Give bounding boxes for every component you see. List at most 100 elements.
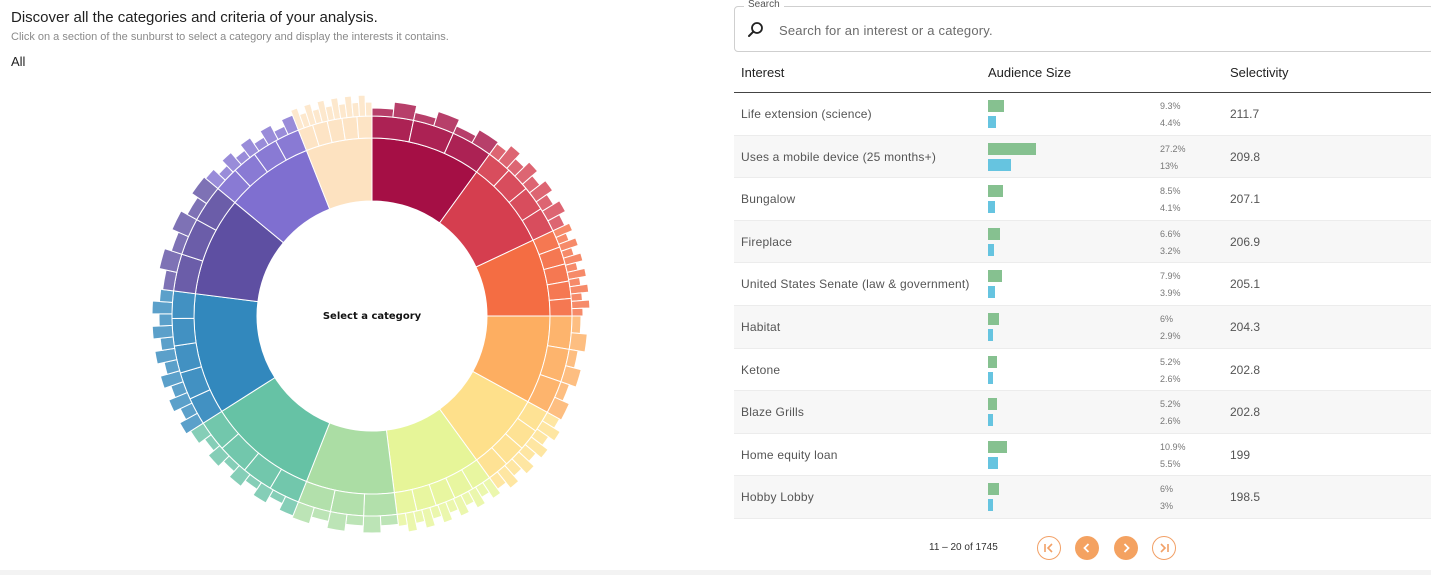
audience-bar-secondary	[988, 158, 1011, 171]
breadcrumb[interactable]: All	[11, 54, 26, 69]
audience-pct-primary: 5.2%	[1160, 399, 1181, 410]
audience-pct-secondary: 3%	[1160, 501, 1174, 512]
column-audience-size[interactable]: Audience Size	[988, 65, 1072, 80]
sunburst-interest-segment[interactable]	[371, 107, 395, 118]
sunburst-subcategory-segment[interactable]	[548, 297, 573, 317]
sunburst-interest-segment[interactable]	[568, 332, 588, 353]
sunburst-interest-segment[interactable]	[571, 307, 584, 317]
audience-pct-secondary: 4.4%	[1160, 118, 1181, 128]
sunburst-interest-segment[interactable]	[392, 101, 418, 121]
interest-name: Life extension (science)	[741, 107, 872, 121]
interest-name: United States Senate (law & government)	[741, 277, 970, 292]
table-header: Interest Audience Size Selectivity	[734, 56, 1431, 93]
sunburst-interest-segment[interactable]	[570, 292, 583, 302]
table-row[interactable]: Uses a mobile device (25 months+) 27.2% 13…	[734, 135, 1431, 179]
audience-bar-secondary	[988, 201, 996, 214]
sunburst-interest-segment[interactable]	[357, 94, 367, 117]
sunburst-subcategory-segment[interactable]	[329, 489, 366, 517]
table-row[interactable]: Fireplace 6.6% 3.2% 206.9	[734, 220, 1431, 264]
interest-name: Bungalow	[741, 192, 796, 207]
audience-bar-secondary	[988, 414, 993, 427]
interest-name: Hobby Lobby	[741, 490, 814, 505]
interest-name: Home equity loan	[741, 447, 838, 462]
sunburst-subcategory-segment[interactable]	[546, 280, 572, 301]
sunburst-interest-segment[interactable]	[570, 315, 582, 335]
sunburst-chart[interactable]: Select a category	[0, 0, 720, 575]
pagination-range: 11 – 20 of 1745	[929, 542, 998, 553]
column-interest[interactable]: Interest	[741, 65, 785, 80]
first-page-icon	[1044, 543, 1053, 553]
table-row[interactable]: Ketone 5.2% 2.6% 202.8	[734, 349, 1431, 392]
audience-pct-secondary: 2.6%	[1160, 373, 1181, 384]
search-box[interactable]: Search	[734, 0, 1431, 52]
audience-pct-primary: 6%	[1160, 484, 1174, 495]
audience-pct-primary: 8.5%	[1160, 186, 1181, 197]
selectivity-value: 209.8	[1230, 149, 1261, 164]
audience-bar-secondary	[988, 371, 993, 384]
sunburst-interest-segment[interactable]	[159, 336, 176, 351]
search-input[interactable]	[777, 17, 1381, 43]
bottom-divider	[0, 570, 1431, 575]
selectivity-value: 211.7	[1230, 107, 1260, 121]
sunburst-subcategory-segment[interactable]	[371, 115, 415, 143]
sunburst-center-label[interactable]: Select a category	[323, 311, 422, 322]
selectivity-value: 202.8	[1230, 362, 1261, 377]
first-page-button[interactable]	[1037, 536, 1061, 560]
sunburst-interest-segment[interactable]	[151, 300, 173, 315]
table-row[interactable]: Blaze Grills 5.2% 2.6% 202.8	[734, 391, 1431, 434]
interest-name: Ketone	[741, 362, 781, 377]
sunburst-interest-segment[interactable]	[151, 324, 174, 340]
sunburst-interest-segment[interactable]	[379, 513, 399, 527]
last-page-icon	[1160, 543, 1169, 553]
audience-pct-primary: 10.9%	[1160, 441, 1186, 452]
audience-bar-secondary	[988, 456, 998, 469]
sunburst-subcategory-segment[interactable]	[341, 116, 360, 141]
table-row[interactable]: Bungalow 8.5% 4.1% 207.1	[734, 178, 1431, 221]
audience-bar-secondary	[988, 116, 996, 128]
selectivity-value: 205.1	[1230, 277, 1261, 292]
interest-name: Blaze Grills	[741, 405, 805, 420]
column-selectivity[interactable]: Selectivity	[1230, 65, 1289, 80]
table-row[interactable]: United States Senate (law & government) 7…	[734, 263, 1431, 306]
interest-panel: Search Interest Audience Size Selectivit…	[734, 0, 1431, 575]
sunburst-subcategory-segment[interactable]	[546, 315, 573, 350]
selectivity-value: 207.1	[1230, 192, 1261, 207]
audience-bar-primary	[988, 100, 1005, 112]
selectivity-value: 206.9	[1230, 234, 1261, 249]
table-row[interactable]: Hobby Lobby 6% 3% 198.5	[734, 476, 1431, 519]
previous-page-button[interactable]	[1075, 536, 1099, 560]
audience-bar-primary	[988, 270, 1002, 283]
sunburst-subcategory-segment[interactable]	[171, 290, 196, 320]
sunburst-interest-segment[interactable]	[570, 299, 591, 310]
sunburst-interest-segment[interactable]	[158, 313, 173, 327]
last-page-button[interactable]	[1152, 536, 1176, 560]
audience-pct-secondary: 2.6%	[1160, 416, 1181, 427]
interest-table-body: Life extension (science) 9.3% 4.4% 211.7 Use…	[734, 93, 1431, 519]
sunburst-subcategory-segment[interactable]	[363, 492, 398, 517]
audience-bar-primary	[988, 398, 998, 411]
audience-pct-primary: 6.6%	[1160, 228, 1181, 239]
audience-bar-secondary	[988, 286, 995, 299]
sunburst-interest-segment[interactable]	[364, 101, 373, 117]
next-page-button[interactable]	[1114, 536, 1138, 560]
audience-bar-secondary	[988, 499, 994, 512]
audience-bar-secondary	[988, 243, 994, 256]
selectivity-value: 204.3	[1230, 319, 1261, 334]
search-icon	[748, 22, 763, 37]
selectivity-value: 199	[1230, 447, 1251, 462]
selectivity-value: 202.8	[1230, 405, 1261, 420]
interest-name: Uses a mobile device (25 months+)	[741, 149, 937, 164]
table-row[interactable]: Life extension (science) 9.3% 4.4% 211.7	[734, 93, 1431, 136]
audience-bar-primary	[988, 312, 999, 325]
table-row[interactable]: Habitat 6% 2.9% 204.3	[734, 305, 1431, 349]
sunburst-interest-segment[interactable]	[158, 288, 175, 303]
table-row[interactable]: Home equity loan 10.9% 5.5% 199	[734, 434, 1431, 477]
audience-bar-primary	[988, 227, 1000, 240]
sunburst-interest-segment[interactable]	[362, 515, 382, 534]
sunburst-interest-segment[interactable]	[345, 513, 365, 527]
audience-bar-primary	[988, 355, 998, 368]
sunburst-subcategory-segment[interactable]	[171, 317, 197, 347]
sunburst-subcategory-segment[interactable]	[356, 115, 373, 140]
audience-bar-primary	[988, 440, 1008, 453]
audience-pct-secondary: 3.9%	[1160, 288, 1181, 299]
